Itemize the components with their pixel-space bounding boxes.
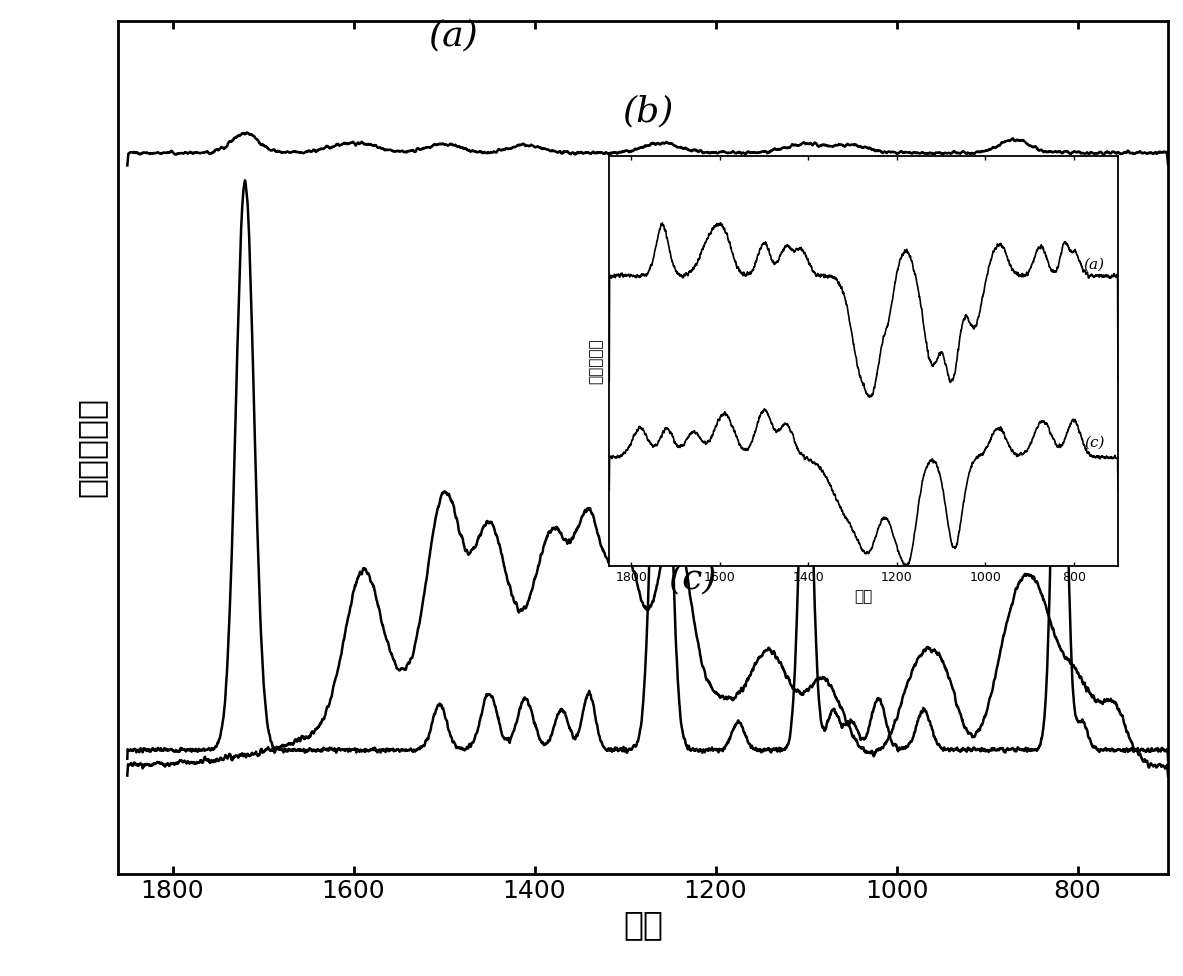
X-axis label: 波数: 波数 <box>623 909 664 942</box>
Y-axis label: 吸光度单位: 吸光度单位 <box>75 397 108 498</box>
Text: (a): (a) <box>1084 258 1105 272</box>
Text: (c): (c) <box>668 561 717 595</box>
Text: (b): (b) <box>622 95 673 129</box>
Text: (c): (c) <box>1084 435 1105 450</box>
Y-axis label: 吸光度单位: 吸光度单位 <box>589 339 603 384</box>
Text: (a): (a) <box>428 19 478 53</box>
X-axis label: 波数: 波数 <box>854 590 873 604</box>
